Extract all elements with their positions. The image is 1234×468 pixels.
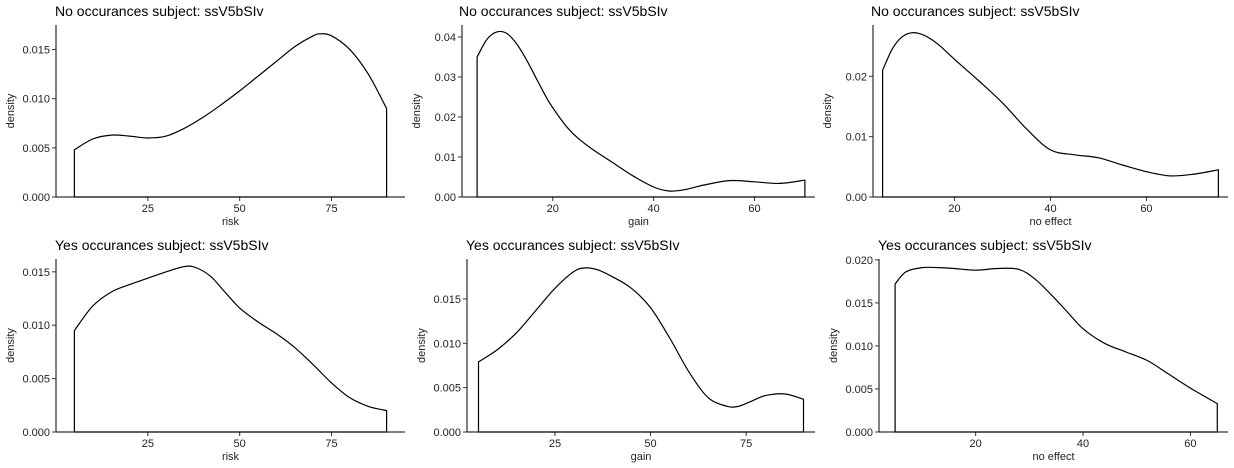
chart-panel-5: Yes occurances subject: ssV5bSIv 0.000 0.0… (416, 237, 815, 463)
x-tick-label: 50 (234, 438, 246, 450)
chart-panel-4: Yes occurances subject: ssV5bSIv 0.000 0.0… (5, 237, 405, 463)
x-axis-label: gain (628, 216, 649, 228)
x-tick-label: 75 (325, 203, 337, 215)
chart-title: Yes occurances subject: ssV5bSIv (55, 237, 269, 253)
y-tick-label: 0.00 (846, 192, 867, 204)
chart-title: Yes occurances subject: ssV5bSIv (466, 237, 680, 253)
x-tick-label: 20 (970, 438, 982, 450)
y-axis-label: density (411, 93, 423, 128)
y-tick-label: 0.010 (22, 320, 50, 332)
y-tick-label: 0.03 (435, 72, 456, 84)
y-axis-label: density (822, 93, 834, 128)
x-tick-label: 50 (234, 203, 246, 215)
density-curve (73, 33, 388, 198)
y-axis-label: density (416, 328, 428, 363)
density-curve (476, 30, 806, 198)
y-tick-label: 0.010 (433, 338, 461, 350)
x-tick-label: 50 (644, 438, 656, 450)
y-tick-label: 0.01 (846, 132, 867, 144)
x-tick-label: 25 (549, 438, 561, 450)
x-axis-label: gain (631, 451, 652, 463)
y-tick-label: 0.015 (22, 45, 50, 57)
x-tick-label: 40 (648, 203, 660, 215)
y-tick-label: 0.005 (845, 384, 873, 396)
y-tick-label: 0.01 (435, 152, 456, 164)
density-curve (477, 267, 805, 433)
x-tick-label: 25 (142, 438, 154, 450)
chart-panel-1: No occurances subject: ssV5bSIv 0.000 0.00… (5, 3, 405, 228)
y-tick-label: 0.010 (22, 94, 50, 106)
y-tick-label: 0.005 (433, 383, 461, 395)
y-tick-label: 0.000 (433, 427, 461, 439)
y-tick-label: 0.015 (433, 294, 461, 306)
x-tick-label: 40 (1077, 438, 1089, 450)
y-tick-label: 0.000 (22, 427, 50, 439)
x-tick-label: 60 (1184, 438, 1196, 450)
y-tick-label: 0.000 (22, 192, 50, 204)
x-axis-label: no effect (1033, 451, 1075, 463)
y-tick-label: 0.02 (846, 71, 867, 83)
chart-title: No occurances subject: ssV5bSIv (55, 3, 264, 19)
y-tick-label: 0.04 (435, 32, 456, 44)
y-tick-label: 0.020 (845, 255, 873, 267)
x-tick-label: 60 (748, 203, 760, 215)
x-tick-label: 60 (1140, 203, 1152, 215)
y-axis-label: density (828, 328, 840, 363)
x-tick-label: 20 (547, 203, 559, 215)
chart-panel-2: No occurances subject: ssV5bSIv 0.00 0.01 0… (411, 3, 815, 228)
chart-title: No occurances subject: ssV5bSIv (871, 3, 1080, 19)
chart-title: Yes occurances subject: ssV5bSIv (878, 237, 1092, 253)
y-tick-label: 0.02 (435, 112, 456, 124)
x-axis-label: risk (222, 216, 240, 228)
x-tick-label: 25 (142, 203, 154, 215)
x-axis-label: risk (222, 451, 240, 463)
y-axis-label: density (5, 93, 17, 128)
x-tick-label: 75 (740, 438, 752, 450)
chart-panel-6: Yes occurances subject: ssV5bSIv 0.000 0.0… (828, 237, 1228, 463)
x-tick-label: 20 (948, 203, 960, 215)
density-curve (73, 265, 388, 433)
y-tick-label: 0.010 (845, 341, 873, 353)
y-tick-label: 0.005 (22, 374, 50, 386)
y-tick-label: 0.015 (845, 298, 873, 310)
y-tick-label: 0.005 (22, 143, 50, 155)
chart-title: No occurances subject: ssV5bSIv (459, 3, 668, 19)
chart-panel-3: No occurances subject: ssV5bSIv 0.00 0.01 0… (822, 3, 1228, 228)
density-curve (894, 266, 1218, 433)
y-tick-label: 0.00 (435, 192, 456, 204)
x-axis-label: no effect (1030, 216, 1072, 228)
x-tick-label: 75 (325, 438, 337, 450)
density-curve (882, 32, 1219, 198)
y-tick-label: 0.015 (22, 267, 50, 279)
x-tick-label: 40 (1044, 203, 1056, 215)
y-axis-label: density (5, 328, 17, 363)
y-tick-label: 0.000 (845, 427, 873, 439)
